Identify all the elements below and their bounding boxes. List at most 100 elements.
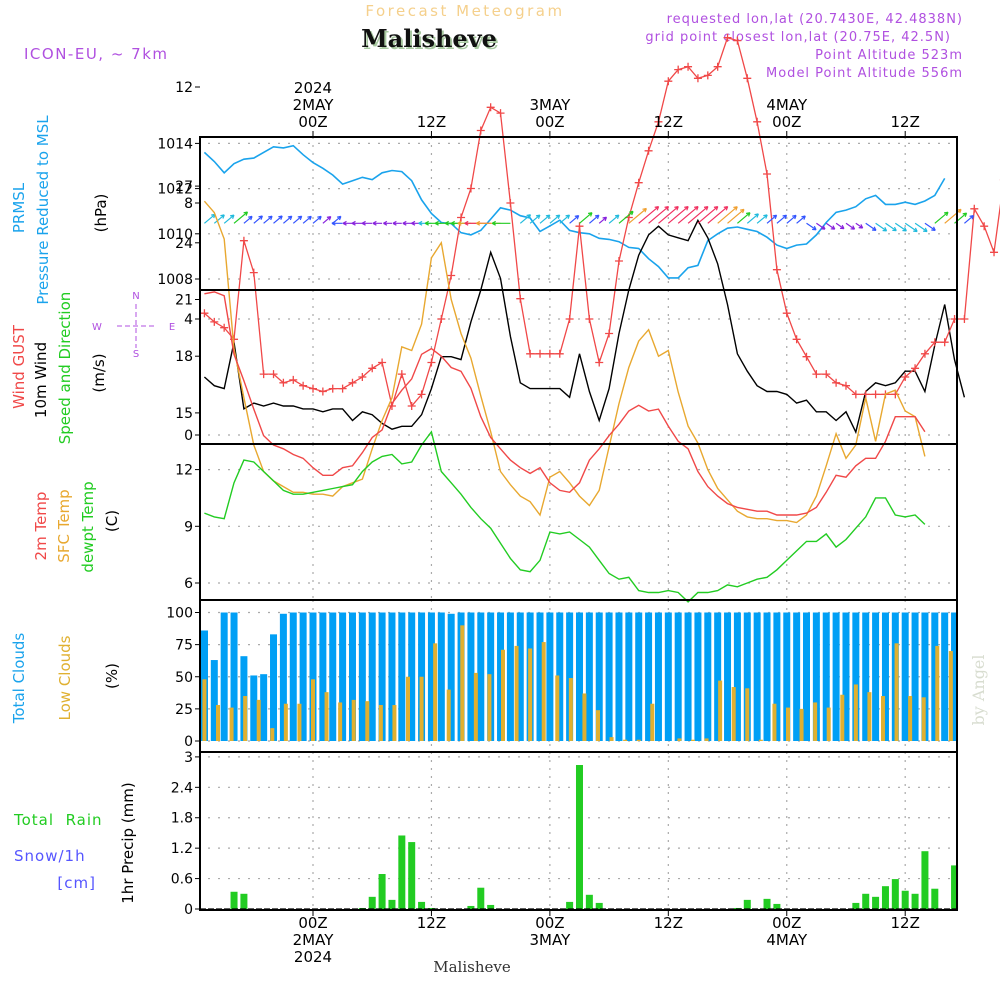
wind-direction-arrow [638, 206, 660, 224]
total-clouds-bar [862, 612, 870, 741]
total-clouds-bar [881, 612, 889, 741]
bottom-time-label: 00Z [772, 914, 801, 932]
low-clouds-bar [243, 696, 248, 741]
rain-bar [901, 890, 909, 909]
rain-bar [398, 835, 406, 909]
total-clouds-bar [763, 612, 771, 741]
wind-direction-arrow [904, 222, 918, 233]
rain-bar [368, 896, 376, 909]
y-tick-label: 1014 [157, 136, 193, 152]
wind-direction-arrow [392, 220, 402, 226]
total-clouds-bar [388, 612, 396, 741]
wind-direction-arrow [383, 220, 392, 226]
top-time-label: 3MAY [530, 96, 572, 114]
wind-gust-marker [644, 146, 653, 155]
axis-layer: 1008 1010 1012 1014 0 4 8 12 6 9 12 15 18 21 24 27 0 25 50… [157, 79, 920, 966]
wind-gust-marker [545, 349, 554, 358]
low-clouds-bar [433, 643, 438, 741]
watermark: by Angel [969, 654, 988, 725]
low-clouds-bar [487, 674, 492, 741]
top-time-label: 00Z [535, 113, 564, 131]
y-tick-label: 1.8 [171, 811, 193, 827]
temp-sfc-line [203, 200, 926, 524]
low-clouds-bar [880, 696, 885, 741]
total-clouds-bar [279, 613, 287, 741]
low-clouds-bar [202, 679, 207, 741]
precip-labels: Total Rain Snow/1h [cm] 1hr Precip (mm) [13, 782, 137, 903]
low-clouds-bar [758, 739, 763, 741]
wind-gust-marker [506, 199, 515, 207]
low-clouds-bar [623, 739, 628, 741]
total-clouds-bar [270, 634, 278, 741]
total-clouds-bar [220, 612, 228, 741]
wind-gust-marker [565, 315, 574, 323]
bottom-time-label: 00Z [535, 914, 564, 932]
top-time-label: 2MAY [293, 96, 335, 114]
y-tick-label: 1008 [157, 272, 193, 288]
low-clouds-bar [256, 699, 261, 741]
y-tick-label: 0.6 [171, 872, 193, 888]
wind-gust-marker [279, 378, 288, 387]
low-clouds-bar [555, 675, 560, 741]
total-clouds-bar [556, 612, 564, 741]
rain-bar [477, 887, 485, 909]
wind-gust-marker [772, 265, 781, 274]
low-clouds-bar [460, 625, 465, 741]
wind-gust-marker [526, 349, 535, 358]
wind-direction-arrow [835, 222, 845, 230]
wind-direction-arrow [796, 215, 806, 224]
y-tick-label: 24 [175, 236, 193, 252]
rain-bar [566, 901, 574, 909]
total-clouds-bar [210, 660, 218, 741]
low-clouds-bar [405, 676, 410, 741]
wind-direction-arrow [658, 206, 679, 224]
total-clouds-bar [289, 612, 297, 741]
rain-bar [595, 902, 603, 909]
wind-gust-marker [269, 370, 278, 379]
top-time-label: 2024 [294, 79, 332, 97]
wind-gust-marker [378, 358, 387, 367]
total-clouds-bar [319, 612, 327, 741]
wind-direction-arrow [855, 222, 864, 229]
bottom-time-label: 4MAY [766, 931, 808, 949]
wind-gust-marker [200, 309, 209, 318]
wind-gust-marker [476, 126, 485, 135]
low-clouds-bar [840, 694, 845, 741]
wind-direction-arrow [204, 213, 216, 224]
low-clouds-bar [351, 699, 356, 741]
wind-gust-marker [299, 381, 308, 390]
wind-direction-arrow [677, 206, 699, 224]
wind-gust-marker [328, 384, 337, 393]
wind-direction-arrow [687, 206, 709, 224]
wind-direction-arrow [263, 215, 273, 224]
total-clouds-bar [595, 612, 603, 741]
total-clouds-bar [467, 612, 475, 741]
label-precip-mm: 1hr Precip (mm) [119, 782, 137, 903]
total-clouds-bar [615, 612, 623, 741]
bottom-time-label: 00Z [298, 914, 327, 932]
wind-direction-arrow [569, 215, 580, 224]
y-tick-label: 15 [175, 406, 193, 422]
grid-point-coords: grid point closest lon,lat (20.75E, 42.5… [645, 30, 951, 45]
total-clouds-bar [921, 612, 929, 741]
low-clouds-bar [731, 687, 736, 741]
rain-bar [230, 891, 238, 909]
label-speed-direction: Speed and Direction [56, 292, 74, 445]
wind-direction-arrow [924, 222, 936, 231]
total-clouds-bar [743, 612, 751, 741]
label-low-clouds: Low Clouds [56, 635, 74, 720]
y-tick-label: 0 [184, 734, 193, 750]
low-clouds-bar [704, 738, 709, 741]
total-clouds-bar [250, 675, 258, 741]
rain-bar [881, 886, 889, 909]
wind-direction-arrow [756, 214, 768, 224]
wind-gust-marker [427, 358, 436, 367]
wind-direction-arrow [351, 220, 363, 226]
wind-gust-marker [822, 370, 831, 379]
total-clouds-bar [546, 612, 554, 741]
wind-direction-arrow [806, 222, 817, 231]
total-clouds-bar [911, 612, 919, 741]
wind-gust-marker [654, 117, 663, 126]
wind-direction-arrow [491, 220, 511, 226]
low-clouds-bar [677, 738, 682, 741]
